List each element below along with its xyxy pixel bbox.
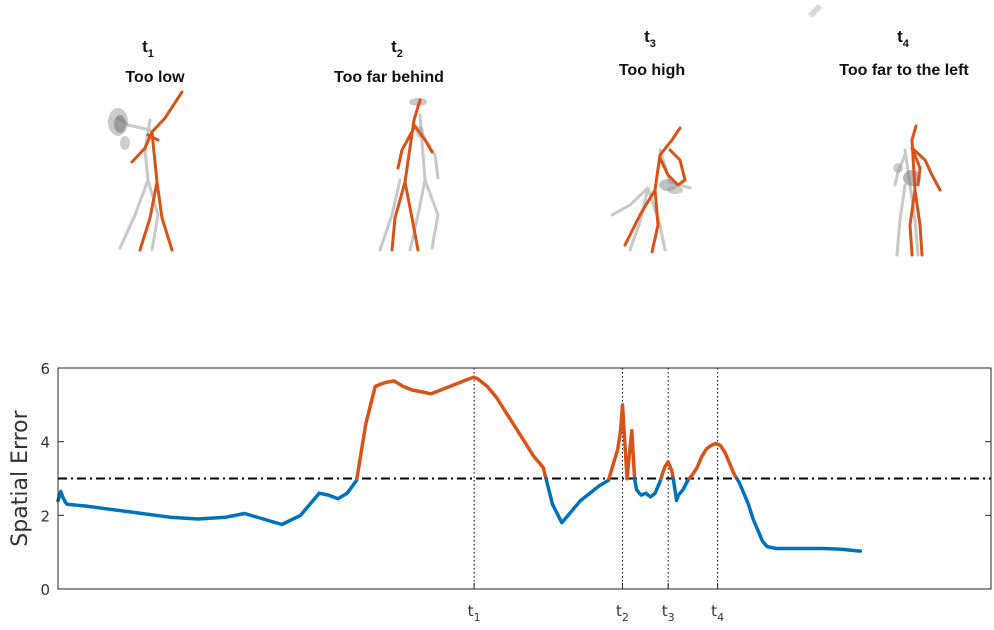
- plot-frame: [57, 367, 992, 590]
- error-below-threshold-segment-1: [56, 476, 359, 527]
- error-below-threshold-segment-9: [671, 476, 692, 503]
- error-below-threshold-segment-7: [632, 476, 663, 499]
- error-above-threshold-segment-2: [355, 375, 548, 481]
- decorative-mark: [808, 4, 822, 18]
- pose-snapshots: t1 Too low t2: [108, 4, 969, 257]
- error-above-threshold-segment-8: [659, 460, 675, 481]
- spatial-error-chart: Spatial Error 0 2 4 6 t1 t2 t3 t4: [8, 360, 992, 624]
- y-tick-label: 2: [40, 507, 50, 525]
- figure-1-caption: Too low: [125, 69, 185, 86]
- uncertainty-ellipse: [659, 179, 683, 194]
- uncertainty-ellipse: [108, 108, 130, 150]
- axes: [57, 367, 992, 590]
- time-marker-label-1: t1: [468, 602, 481, 624]
- error-above-threshold-segment-10: [687, 441, 739, 481]
- predicted-skeleton: [390, 98, 434, 252]
- figure-2-caption: Too far behind: [334, 69, 444, 86]
- time-marker-label-2: t2: [616, 602, 629, 624]
- error-series: [56, 375, 863, 553]
- predicted-skeleton: [130, 90, 184, 252]
- error-below-threshold-segment-11: [735, 476, 863, 553]
- pose-figure-2: t2 Too far behind: [334, 37, 444, 252]
- time-marker-label-4: t4: [711, 602, 724, 624]
- y-ticks: 0 2 4 6: [40, 360, 991, 599]
- figure-3-time-label: t3: [644, 27, 656, 50]
- predicted-skeleton: [623, 126, 687, 254]
- reference-skeleton: [610, 148, 692, 252]
- pose-figure-4: t4 Too far to the left: [839, 27, 969, 257]
- figure-3-caption: Too high: [619, 62, 685, 79]
- y-tick-label: 4: [40, 434, 50, 452]
- figure-4-time-label: t4: [897, 27, 910, 50]
- y-tick-label: 0: [40, 581, 50, 599]
- error-above-threshold-segment-4: [607, 403, 629, 481]
- y-tick-label: 6: [40, 360, 50, 378]
- y-axis-title: Spatial Error: [8, 409, 33, 546]
- pose-figure-3: t3 Too high: [610, 27, 692, 254]
- uncertainty-ellipse: [893, 163, 921, 186]
- error-above-threshold-segment-6: [625, 428, 637, 481]
- time-marker-label-3: t3: [662, 602, 675, 624]
- pose-figure-1: t1 Too low: [108, 37, 185, 252]
- figure-2-time-label: t2: [391, 37, 403, 60]
- figure-4-caption: Too far to the left: [839, 62, 969, 79]
- time-marker-labels: t1 t2 t3 t4: [468, 602, 724, 624]
- error-below-threshold-segment-3: [544, 476, 611, 525]
- figure-1-time-label: t1: [142, 37, 154, 60]
- predicted-skeleton: [908, 124, 942, 257]
